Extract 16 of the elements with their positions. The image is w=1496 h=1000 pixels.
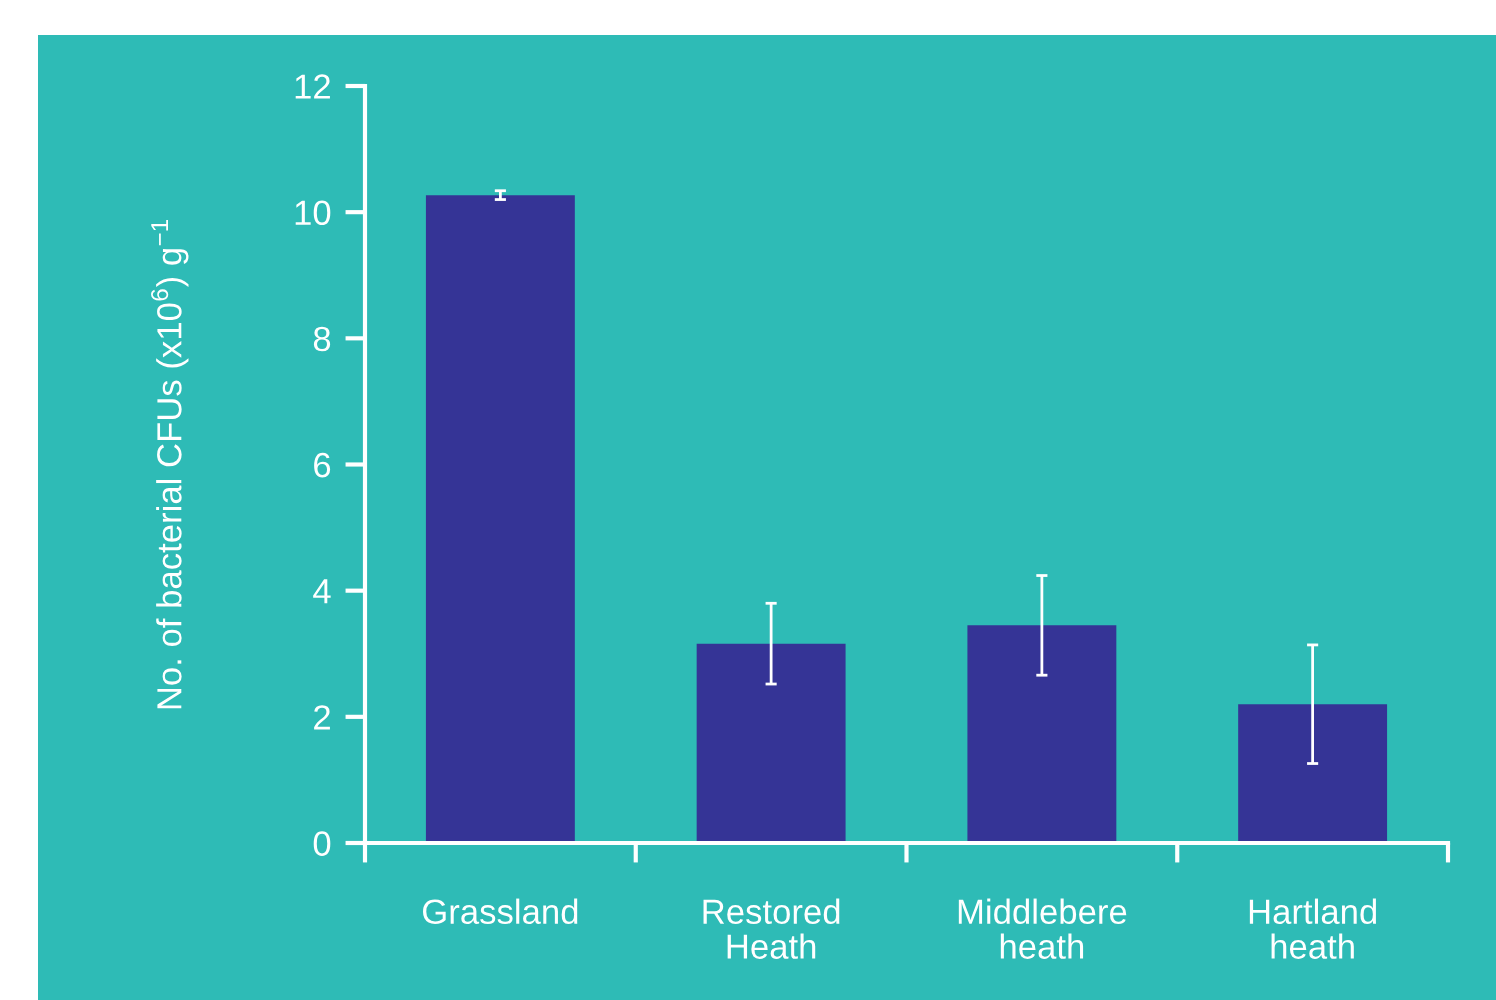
x-tick-label: Middlebere heath: [958, 898, 1127, 959]
bar: [967, 625, 1117, 843]
y-tick-label: 2: [314, 705, 330, 730]
bar: [425, 195, 575, 843]
y-tick-label: 0: [313, 831, 331, 856]
bar: [696, 643, 846, 843]
y-axis-title: No. of bacterial CFUs (x10$^{6}$) g$^{−1}$: [151, 219, 189, 709]
y-tick-label: 10: [295, 200, 331, 226]
y-tick-label: 8: [313, 326, 331, 352]
y-tick-label: 6: [314, 452, 331, 478]
x-tick-label: Hartland heath: [1249, 898, 1377, 959]
x-tick-label: Restored Heath: [703, 898, 840, 959]
bar: [1238, 704, 1388, 843]
y-tick-label: 12: [295, 74, 330, 99]
y-tick-label: 4: [313, 579, 331, 604]
x-tick-label: Grassland: [423, 898, 578, 925]
